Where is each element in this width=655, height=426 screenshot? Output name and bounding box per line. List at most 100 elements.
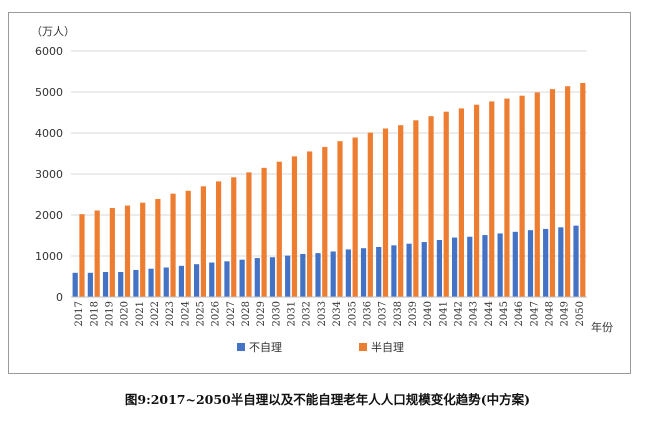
y-axis-unit-label: （万人）: [31, 25, 75, 38]
bar-ban-zili-2041: [443, 111, 449, 298]
bar-bu-zili-2041: [436, 240, 443, 297]
bar-bu-zili-2035: [345, 249, 351, 297]
bar-bu-zili-2046: [512, 231, 518, 297]
x-tick-label: 2047: [529, 301, 540, 326]
legend: 不自理 半自理: [237, 340, 404, 354]
y-tick-label: 5000: [35, 86, 63, 99]
x-tick-label: 2039: [408, 301, 419, 326]
x-tick-label: 2029: [256, 301, 267, 326]
bar-ban-zili-2036: [367, 132, 373, 297]
x-tick-label: 2018: [89, 301, 100, 326]
bar-bu-zili-2017: [72, 272, 78, 297]
grid-lines: [71, 50, 587, 257]
bar-ban-zili-2031: [291, 156, 298, 297]
x-tick-label: 2027: [226, 301, 237, 326]
bar-ban-zili-2020: [124, 205, 131, 297]
bar-ban-zili-2019: [109, 208, 115, 297]
bar-ban-zili-2028: [246, 172, 252, 297]
bar-bu-zili-2026: [209, 262, 215, 297]
bar-ban-zili-2042: [458, 108, 464, 298]
bar-bu-zili-2047: [527, 230, 534, 297]
x-tick-label: 2037: [378, 301, 389, 326]
x-tick-label: 2045: [499, 301, 510, 326]
bar-bu-zili-2019: [102, 271, 109, 297]
bar-bu-zili-2042: [452, 237, 458, 297]
figure-caption: 图9:2017~2050半自理以及不能自理老年人人口规模变化趋势(中方案): [124, 392, 531, 407]
x-tick-label: 2050: [575, 301, 586, 326]
bars: [72, 82, 586, 298]
bar-bu-zili-2045: [497, 233, 503, 297]
bar-bu-zili-2030: [269, 257, 276, 297]
bar-ban-zili-2044: [489, 101, 495, 298]
bar-bu-zili-2029: [254, 258, 260, 297]
y-tick-label: 3000: [35, 168, 63, 181]
x-tick-label: 2035: [347, 301, 358, 326]
bar-ban-zili-2023: [170, 193, 176, 297]
bar-bu-zili-2043: [467, 236, 473, 297]
bar-ban-zili-2037: [382, 128, 389, 297]
x-tick-label: 2021: [135, 301, 146, 326]
x-tick-label: 2033: [317, 301, 328, 326]
bar-bu-zili-2040: [421, 242, 427, 297]
legend-label: 不自理: [249, 341, 282, 354]
bar-ban-zili-2040: [428, 116, 434, 297]
x-tick-label: 2034: [332, 301, 343, 326]
bar-bu-zili-2024: [178, 265, 185, 297]
y-tick-label: 4000: [35, 127, 63, 140]
bar-bu-zili-2023: [163, 267, 169, 297]
bar-ban-zili-2050: [580, 82, 586, 297]
chart-frame: 0 1000 2000 3000 4000 5000 6000 （万人） 2017 2018 2…: [8, 12, 631, 374]
x-axis-tick-labels: 2017 2018 2019 2020 2021 2022 2023 2024 2025 2026…: [74, 301, 586, 326]
bar-bu-zili-2031: [285, 255, 291, 297]
bar-ban-zili-2049: [565, 86, 571, 297]
bar-ban-zili-2024: [185, 190, 191, 297]
x-tick-label: 2026: [211, 301, 222, 326]
bar-ban-zili-2035: [352, 137, 358, 297]
x-tick-label: 2028: [241, 301, 252, 326]
x-tick-label: 2043: [469, 301, 480, 326]
bar-bu-zili-2034: [330, 251, 336, 297]
bar-bu-zili-2049: [558, 227, 564, 297]
bar-bu-zili-2027: [224, 261, 230, 297]
bar-ban-zili-2022: [155, 199, 161, 297]
bar-ban-zili-2030: [276, 161, 282, 297]
x-tick-label: 2020: [120, 301, 131, 326]
y-tick-label: 1000: [35, 250, 63, 263]
x-tick-label: 2048: [545, 301, 556, 326]
x-tick-label: 2022: [150, 301, 161, 326]
bar-ban-zili-2018: [94, 210, 100, 297]
x-tick-label: 2042: [454, 301, 465, 326]
x-tick-label: 2041: [438, 301, 449, 326]
bar-ban-zili-2046: [519, 95, 525, 297]
bar-bu-zili-2020: [118, 271, 124, 297]
x-tick-label: 2049: [560, 301, 571, 326]
bar-bu-zili-2037: [376, 246, 382, 297]
bar-bu-zili-2038: [391, 245, 397, 297]
bar-ban-zili-2047: [534, 92, 540, 297]
bar-ban-zili-2017: [79, 214, 85, 297]
bar-ban-zili-2033: [322, 146, 328, 297]
y-tick-label: 0: [56, 291, 63, 304]
x-tick-label: 2036: [362, 301, 373, 326]
x-tick-label: 2030: [271, 301, 282, 326]
bar-ban-zili-2025: [200, 186, 206, 297]
legend-label: 半自理: [371, 340, 404, 354]
x-tick-label: 2019: [104, 301, 115, 326]
bar-bu-zili-2022: [148, 268, 154, 297]
x-axis-unit-label: 年份: [591, 320, 613, 334]
bar-ban-zili-2038: [398, 125, 404, 298]
bar-ban-zili-2032: [307, 151, 313, 297]
bar-bu-zili-2032: [300, 253, 306, 297]
bar-ban-zili-2048: [549, 89, 556, 297]
bar-bu-zili-2048: [543, 228, 549, 297]
bar-ban-zili-2045: [504, 98, 510, 297]
x-tick-label: 2031: [287, 301, 298, 326]
y-axis-tick-labels: 0 1000 2000 3000 4000 5000 6000: [35, 45, 63, 304]
x-tick-label: 2024: [180, 301, 191, 326]
bar-bu-zili-2044: [482, 235, 488, 297]
bar-bu-zili-2036: [360, 248, 367, 297]
bar-bu-zili-2050: [573, 225, 579, 297]
x-tick-label: 2025: [196, 301, 207, 326]
x-tick-label: 2017: [74, 301, 85, 326]
